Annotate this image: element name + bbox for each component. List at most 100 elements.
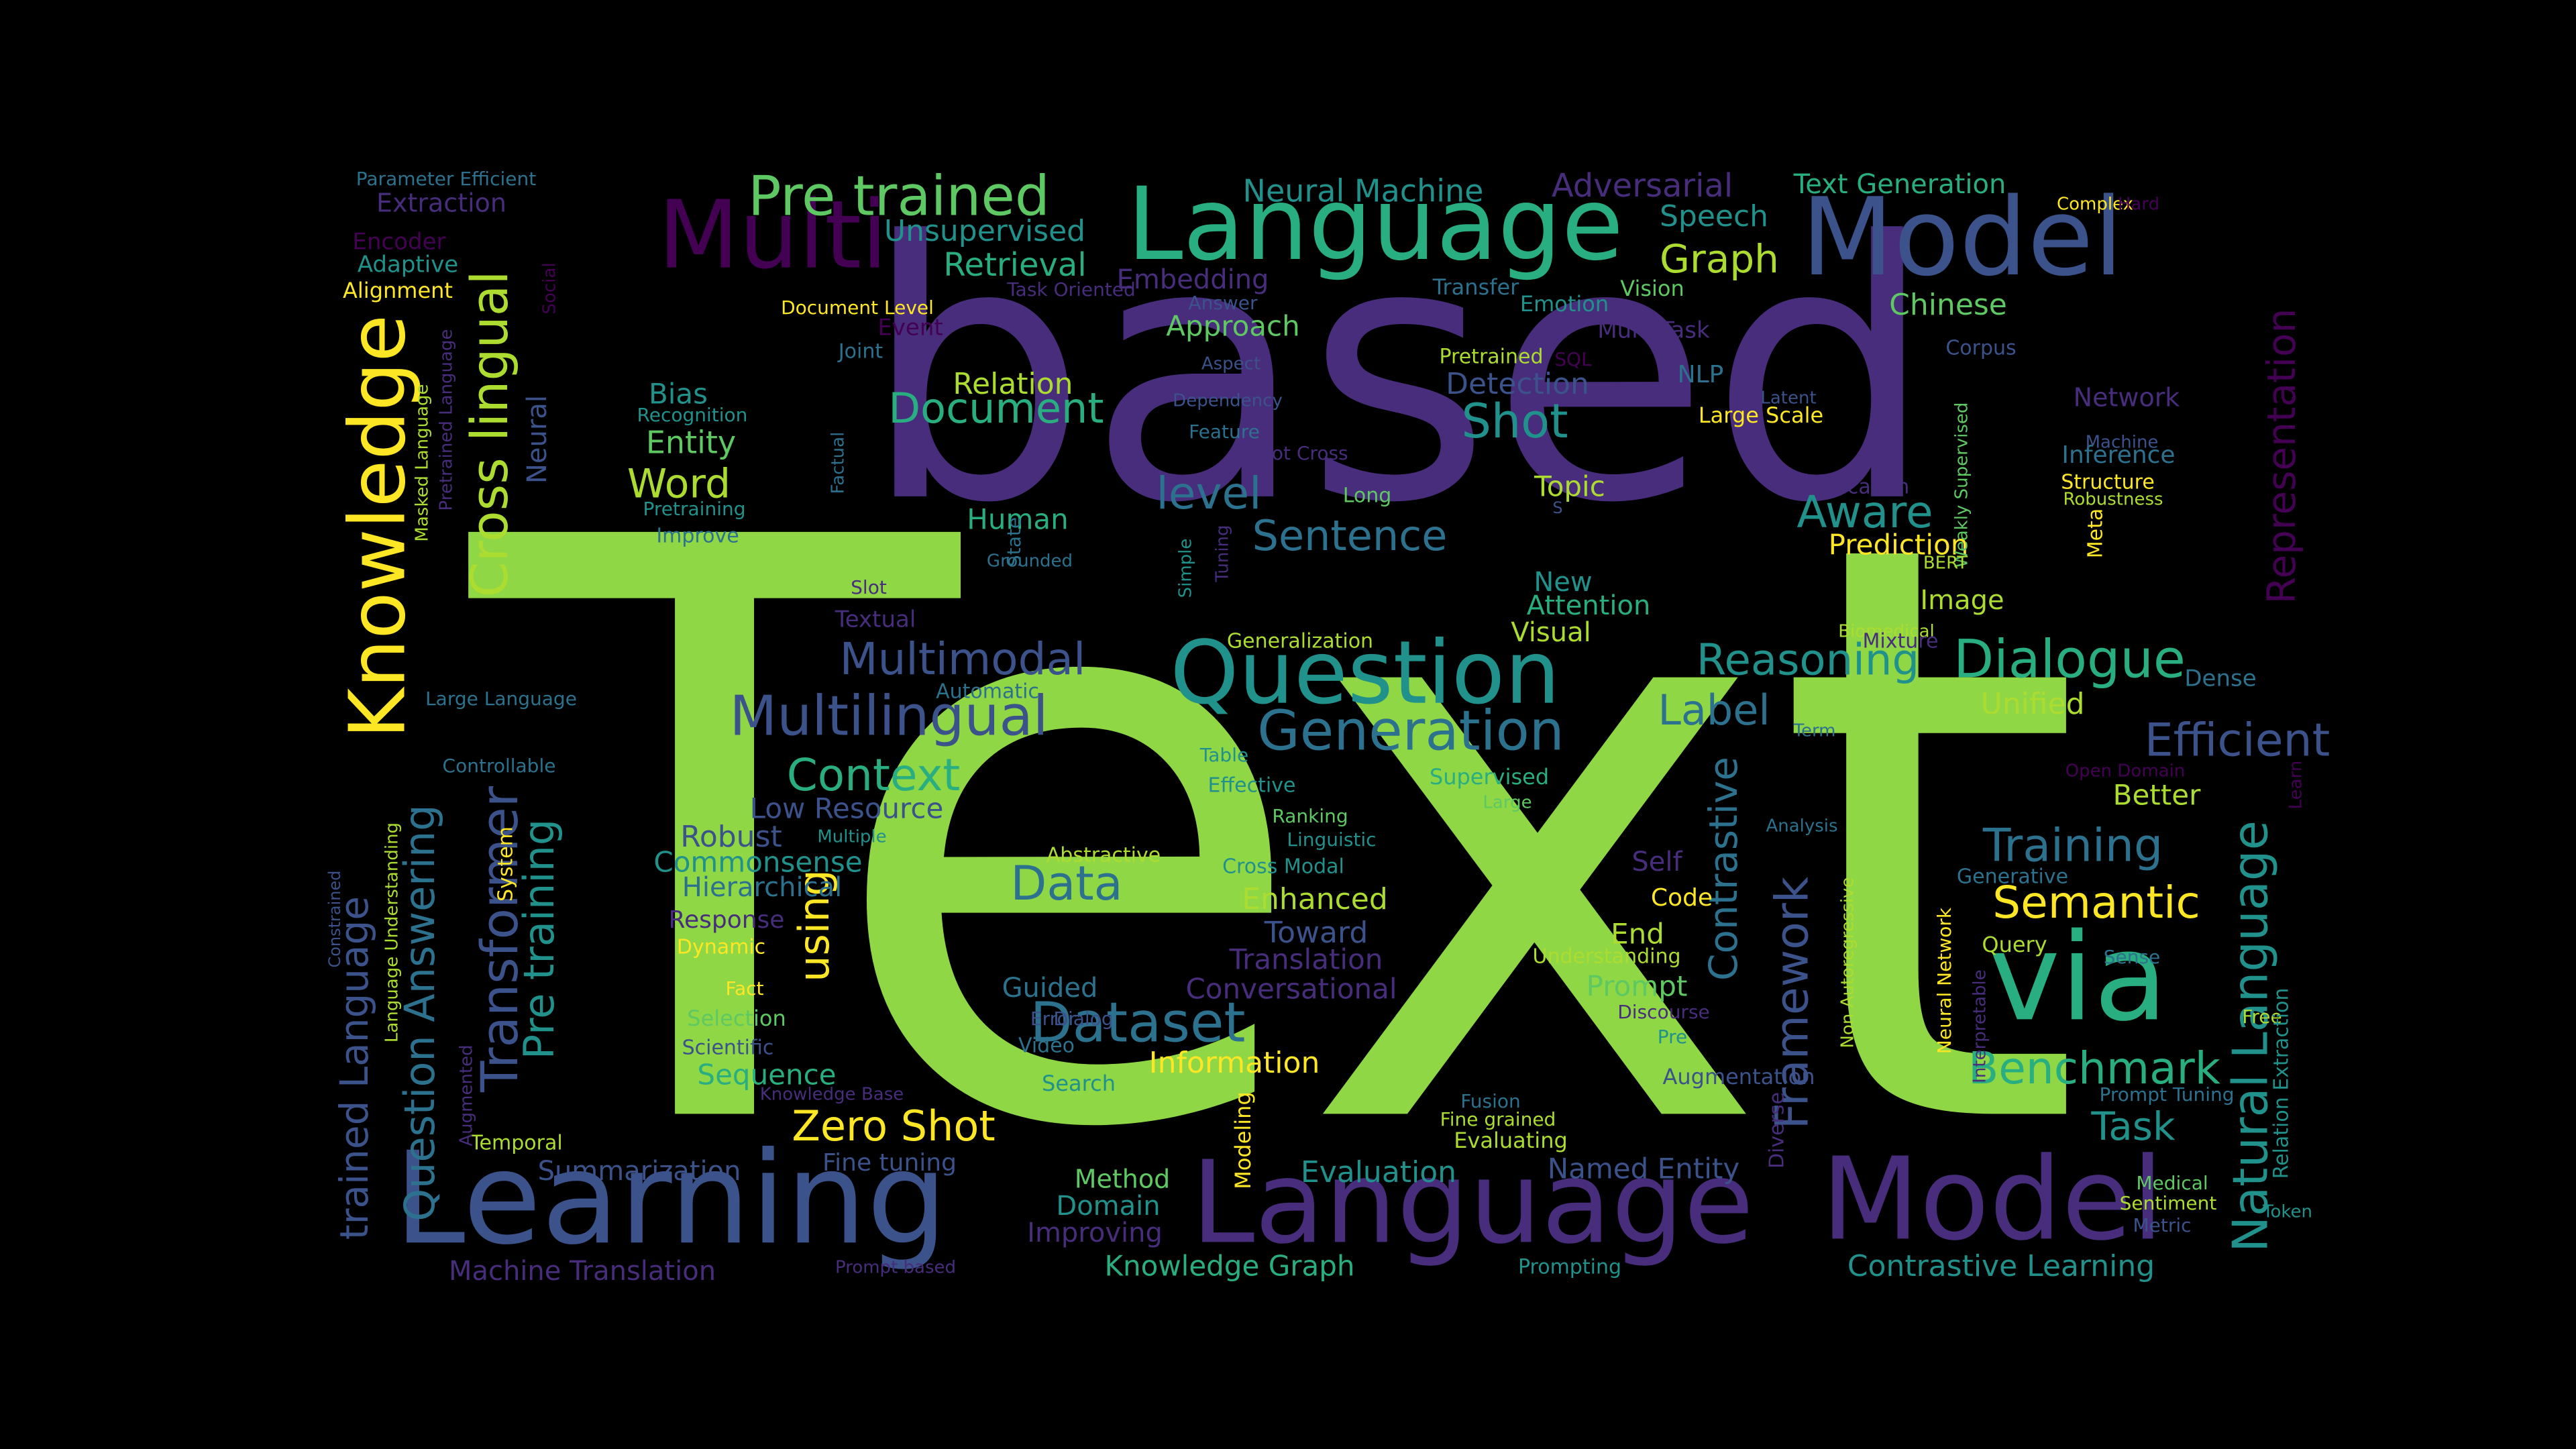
word-unified: Unified <box>1980 687 2084 721</box>
word-textual: Textual <box>835 606 916 633</box>
word-large-language: Large Language <box>425 688 577 710</box>
word-augmentation: Augmentation <box>1662 1064 1815 1089</box>
word-prompt-based: Prompt based <box>835 1258 956 1278</box>
word-weakly-supervised: Weakly Supervised <box>1952 402 1972 568</box>
word-abstractive: Abstractive <box>1046 844 1161 867</box>
word-better: Better <box>2113 779 2201 812</box>
word-parameter-efficient: Parameter Efficient <box>356 168 536 190</box>
word-neural-network: Neural Network <box>1933 907 1955 1054</box>
word-named-entity: Named Entity <box>1548 1152 1740 1185</box>
word-long: Long <box>1343 484 1392 508</box>
word-benchmark: Benchmark <box>1968 1042 2221 1094</box>
word-multiple: Multiple <box>817 827 886 847</box>
word-sense: Sense <box>2104 946 2161 968</box>
word-aspect: Aspect <box>1201 354 1260 374</box>
word-contrastive-learning: Contrastive Learning <box>1847 1249 2155 1283</box>
word-information: Information <box>1149 1046 1320 1080</box>
word-nlp: NLP <box>1678 361 1724 388</box>
word-pretraining: Pretraining <box>643 498 746 520</box>
word-learning: Learning <box>394 1124 948 1273</box>
word-sequence: Sequence <box>697 1059 836 1091</box>
word-zero-shot: Zero Shot <box>792 1102 995 1150</box>
word-transformer: Transformer <box>470 786 529 1093</box>
word-constrained: Constrained <box>325 870 344 967</box>
word-language-understanding: Language Understanding <box>382 822 402 1042</box>
word-enhanced: Enhanced <box>1242 882 1388 916</box>
word-pretrained-language: Pretrained Language <box>437 329 457 511</box>
word-discourse: Discourse <box>1617 1001 1710 1023</box>
word-answer: Answer <box>1188 292 1258 314</box>
word-transfer: Transfer <box>1432 274 1520 300</box>
word-question: Question <box>1170 622 1560 724</box>
word-training: Training <box>1982 820 2163 873</box>
word-domain: Domain <box>1056 1191 1160 1222</box>
word-sql: SQL <box>1554 348 1592 370</box>
word-generative: Generative <box>1957 865 2068 889</box>
word-data: Data <box>1010 856 1122 911</box>
word-system: System <box>494 826 518 902</box>
word-model: Model <box>1821 1133 2163 1266</box>
word-search: Search <box>1042 1071 1116 1096</box>
word-pre-trained: Pre trained <box>748 164 1050 228</box>
word-selection: Selection <box>687 1006 786 1031</box>
word-document-level: Document Level <box>781 297 934 319</box>
word-improving: Improving <box>1027 1218 1163 1248</box>
word-multi: Multi <box>658 181 888 290</box>
word-context: Context <box>787 749 961 801</box>
word-end: End <box>1611 918 1664 951</box>
word-hierarchical: Hierarchical <box>682 872 842 903</box>
word-ranking: Ranking <box>1272 805 1348 827</box>
word-pre-training: Pre training <box>515 819 564 1059</box>
word-pre: Pre <box>1658 1026 1688 1048</box>
word-dependency: Dependency <box>1173 391 1283 411</box>
word-retrieval: Retrieval <box>943 246 1086 284</box>
word-language: Language <box>1127 166 1623 283</box>
word-multi-task: Multi Task <box>1597 317 1710 344</box>
word-code: Code <box>1651 884 1713 912</box>
word-simple: Simple <box>1176 539 1196 598</box>
word-document: Document <box>888 384 1104 433</box>
word-token: Token <box>2262 1202 2312 1222</box>
word-video: Video <box>1018 1034 1075 1058</box>
word-biomedical: Biomedical <box>1838 622 1934 642</box>
word-factual: Factual <box>828 432 849 494</box>
word-efficient: Efficient <box>2145 714 2330 767</box>
word-adaptive: Adaptive <box>358 252 458 278</box>
word-fine-tuning: Fine tuning <box>822 1149 957 1177</box>
word-conversational: Conversational <box>1185 973 1397 1006</box>
word-relation-extraction: Relation Extraction <box>2270 988 2294 1179</box>
word-model: Model <box>1801 174 2123 300</box>
word-human: Human <box>967 503 1068 536</box>
word-text: Text <box>458 372 2085 1302</box>
word-classification: Classification <box>1776 476 1910 499</box>
word-prediction: Prediction <box>1829 529 1969 561</box>
word-dynamic: Dynamic <box>677 936 765 959</box>
word-controllable: Controllable <box>443 755 556 777</box>
word-masked-language: Masked Language <box>413 384 433 541</box>
word-social: Social <box>540 262 560 314</box>
word-summarization: Summarization <box>538 1156 741 1187</box>
word-table: Table <box>1199 744 1248 766</box>
word-guided: Guided <box>1002 973 1098 1004</box>
word-mixture: Mixture <box>1863 630 1939 653</box>
word-dialog: Dialog <box>1053 1008 1113 1030</box>
word-vision: Vision <box>1620 276 1684 301</box>
word-knowledge-base: Knowledge Base <box>760 1085 904 1105</box>
word-word: Word <box>627 461 731 508</box>
word-encoder: Encoder <box>352 229 445 256</box>
word-neural: Neural <box>522 395 553 484</box>
word-language: Language <box>1191 1136 1754 1269</box>
word-based: based <box>862 166 1935 580</box>
word-speech: Speech <box>1660 199 1768 233</box>
word-task: Task <box>2090 1104 2176 1149</box>
word-multimodal: Multimodal <box>840 633 1086 685</box>
word-recognition: Recognition <box>637 404 748 426</box>
word-metric: Metric <box>2133 1214 2191 1236</box>
word-dataset: Dataset <box>1030 991 1245 1055</box>
word-state: State <box>1003 517 1025 567</box>
word-dialogue: Dialogue <box>1953 629 2186 690</box>
word-aware: Aware <box>1796 486 1933 538</box>
word-pretrained: Pretrained <box>1439 345 1543 369</box>
word-reasoning: Reasoning <box>1697 636 1919 686</box>
